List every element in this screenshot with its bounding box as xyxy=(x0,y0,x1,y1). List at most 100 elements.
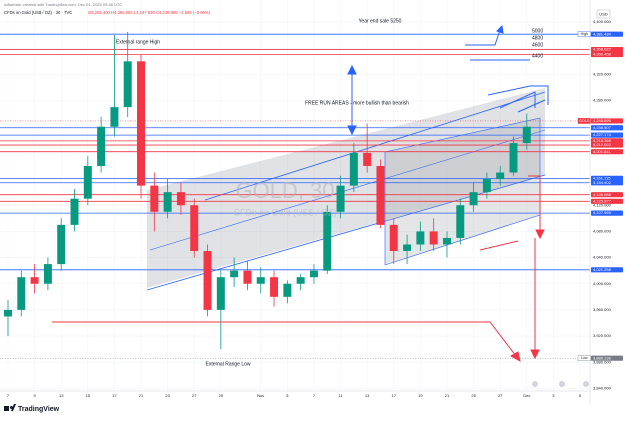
candle-body xyxy=(336,185,345,212)
symbol-line: CFDs on Gold (US$ / OZ) · 30 · TVC xyxy=(4,10,72,15)
price-tag xyxy=(591,355,623,361)
price-tag-label: 4,021.258 xyxy=(593,267,612,272)
candle-body xyxy=(469,192,478,206)
candle-body xyxy=(403,244,412,252)
candle-body xyxy=(70,198,79,225)
candle-body xyxy=(43,264,52,284)
x-tick-label: 9 xyxy=(33,393,36,398)
candle-body xyxy=(283,283,292,297)
y-tick-label: 4,320.000 xyxy=(593,71,612,76)
price-tag xyxy=(591,198,623,204)
price-tag xyxy=(591,125,623,131)
x-tick-label: 7 xyxy=(7,393,10,398)
y-tick-label: 4,280.000 xyxy=(593,98,612,103)
price-tag xyxy=(591,267,623,273)
y-tick-label: 3,840.000 xyxy=(593,385,612,390)
candle-body xyxy=(190,205,199,252)
x-tick-label: 17 xyxy=(112,393,117,398)
channel-line xyxy=(149,129,546,251)
candle-body xyxy=(522,126,531,144)
brand: TradingView xyxy=(18,406,60,413)
candle-body xyxy=(216,277,225,310)
candle-body xyxy=(57,224,66,265)
price-axis: 4,400.0004,360.0004,320.0004,280.0004,24… xyxy=(577,19,623,390)
candle-body xyxy=(17,277,26,310)
candle-body xyxy=(150,185,159,212)
x-tick-label: 15 xyxy=(86,393,91,398)
candle-body xyxy=(97,126,106,166)
candle-body xyxy=(123,61,132,108)
channel-line xyxy=(146,174,546,291)
candle-body xyxy=(376,165,385,225)
x-tick-label: Dec xyxy=(523,393,530,398)
blue-arrows xyxy=(347,24,549,136)
candle-body xyxy=(4,309,12,317)
price-tag-name: GOLD xyxy=(579,119,590,123)
red-arrows xyxy=(52,175,545,362)
price-tag xyxy=(591,138,623,144)
x-tick-label: 21 xyxy=(139,393,144,398)
x-tick-label: 3 xyxy=(552,393,555,398)
candle-body xyxy=(163,192,172,212)
x-tick-label: 21 xyxy=(445,393,450,398)
price-tag-name-box xyxy=(577,118,591,124)
candle-body xyxy=(509,143,518,173)
annotation: 4600 xyxy=(532,42,543,48)
channel-fill xyxy=(147,88,545,288)
candle-body xyxy=(429,231,438,245)
candle-body xyxy=(309,270,318,278)
currency: USD xyxy=(599,12,608,17)
price-tag-label: 4,350.458 xyxy=(593,52,612,57)
candle-body xyxy=(323,211,332,271)
x-tick-label: Nov xyxy=(257,393,264,398)
y-tick-label: 4,000.000 xyxy=(593,281,612,286)
price-tag-label: 4,136.088 xyxy=(593,192,612,197)
x-tick-label: 13 xyxy=(365,393,370,398)
price-tag xyxy=(591,149,623,155)
channel-fill xyxy=(384,117,541,266)
y-tick-label: 3,960.000 xyxy=(593,307,612,312)
price-tag xyxy=(591,51,623,58)
price-tag xyxy=(591,31,623,37)
price-tag-label: 4,125.977 xyxy=(593,198,612,203)
annotation: 4800 xyxy=(532,35,543,41)
x-tick-label: 27 xyxy=(498,393,503,398)
x-tick-label: 7 xyxy=(313,393,316,398)
price-tag-label: 4,218.369 xyxy=(593,138,612,143)
x-tick-label: 29 xyxy=(219,393,224,398)
price-tag-label: 4,227.174 xyxy=(593,132,612,137)
x-tick-label: 27 xyxy=(192,393,197,398)
price-tag xyxy=(591,132,623,138)
price-tag-name: High xyxy=(581,32,588,36)
x-tick-label: 5 xyxy=(579,393,582,398)
price-tag-label: 4,107.969 xyxy=(593,210,612,215)
price-tag xyxy=(591,180,623,186)
y-tick-label: 4,040.000 xyxy=(593,255,612,260)
currency-box xyxy=(596,9,611,19)
annotation: Year end sale 5250 xyxy=(359,18,402,24)
y-tick-label: 4,080.000 xyxy=(593,228,612,233)
price-tag-label: 4,161.115 xyxy=(593,175,611,180)
price-tag-label: 4,358.022 xyxy=(593,47,612,52)
price-tag-name: Low xyxy=(581,356,588,360)
annotation: 4400 xyxy=(532,53,543,59)
annotation: External Range Low xyxy=(205,361,250,367)
price-tag-label: 4,238.507 xyxy=(593,125,612,130)
grid xyxy=(0,0,590,391)
candle-body xyxy=(243,270,252,284)
price-tag-label: 3,886.139 xyxy=(593,355,612,360)
price-tag-label: 4,154.402 xyxy=(593,180,612,185)
header: szflarbahr created with TradingView.com,… xyxy=(4,2,122,7)
annotation: External range High xyxy=(116,39,160,45)
price-tag xyxy=(591,142,623,148)
watermark: GOLD, 30 xyxy=(235,178,334,203)
price-tag-name-box xyxy=(577,31,591,37)
candle-body xyxy=(83,165,92,199)
x-tick-label: 19 xyxy=(418,393,423,398)
price-tag-label: 4,212.022 xyxy=(593,142,612,147)
levels xyxy=(0,33,590,359)
price-tag xyxy=(591,118,623,124)
y-tick-label: 4,400.000 xyxy=(593,19,612,24)
